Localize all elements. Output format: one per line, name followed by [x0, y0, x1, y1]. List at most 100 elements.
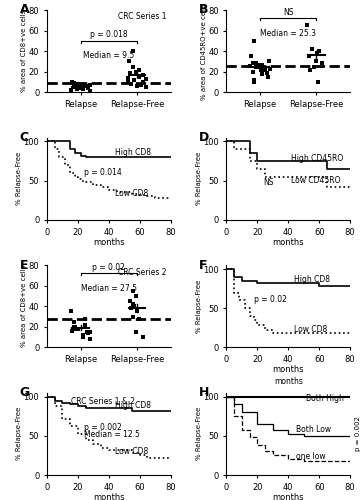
Text: p = 0.02: p = 0.02 [254, 295, 287, 304]
Point [140, 71, 145, 79]
Point [314, 49, 319, 57]
Point [130, 312, 136, 320]
Point [258, 66, 264, 74]
Point [71, 79, 77, 87]
Point [125, 77, 131, 85]
Point [72, 323, 78, 331]
Point [130, 300, 136, 308]
Text: p = 0.002: p = 0.002 [355, 416, 361, 452]
Text: p = 0.014: p = 0.014 [84, 168, 122, 176]
X-axis label: months: months [273, 238, 304, 247]
Point [136, 73, 142, 81]
Y-axis label: % Relapse-Free: % Relapse-Free [196, 280, 202, 333]
Point [74, 82, 79, 90]
Point [80, 331, 86, 339]
Point [87, 328, 93, 336]
Point [87, 335, 93, 343]
Point [134, 82, 140, 90]
Point [78, 84, 84, 92]
X-axis label: months: months [93, 493, 125, 500]
Text: Median = 12.5: Median = 12.5 [84, 430, 140, 439]
Text: Median = 9.5: Median = 9.5 [83, 51, 134, 60]
Text: High CD45RO: High CD45RO [291, 154, 343, 162]
Text: G: G [20, 386, 30, 399]
Text: p = 0.02: p = 0.02 [92, 263, 125, 272]
Point [127, 69, 133, 77]
Point [250, 68, 256, 76]
Text: Low CD8: Low CD8 [115, 448, 148, 456]
Point [138, 81, 144, 89]
Point [131, 302, 137, 310]
Point [256, 60, 262, 68]
Y-axis label: % area of CD8+ve cells: % area of CD8+ve cells [21, 10, 27, 92]
Point [306, 52, 312, 60]
Y-axis label: % Relapse-Free: % Relapse-Free [196, 407, 202, 461]
Text: Both Low: Both Low [296, 425, 332, 434]
Point [133, 70, 139, 78]
Point [136, 72, 142, 80]
Point [140, 78, 146, 86]
Point [71, 323, 77, 331]
Point [261, 64, 267, 72]
Point [85, 329, 91, 337]
Point [69, 327, 75, 335]
Point [252, 37, 257, 45]
Point [135, 308, 140, 316]
Text: Low CD45RO: Low CD45RO [291, 176, 340, 185]
Point [128, 80, 134, 88]
Point [75, 325, 81, 333]
Y-axis label: % area of CD45RO+ve cells: % area of CD45RO+ve cells [201, 3, 207, 100]
Point [319, 60, 325, 68]
Point [87, 88, 93, 96]
Text: NS: NS [264, 178, 274, 188]
Text: CRC Series 1: CRC Series 1 [118, 12, 167, 22]
Point [126, 58, 132, 66]
Point [133, 292, 139, 300]
Point [313, 58, 318, 66]
Y-axis label: % Relapse-Free: % Relapse-Free [16, 407, 22, 461]
Text: one low: one low [296, 452, 325, 462]
Point [267, 64, 273, 72]
Point [262, 66, 268, 74]
Point [309, 45, 315, 53]
Y-axis label: % Relapse-Free: % Relapse-Free [196, 152, 202, 206]
Point [127, 297, 132, 305]
Point [131, 76, 137, 84]
Point [253, 62, 259, 70]
Point [304, 22, 310, 30]
Point [251, 78, 257, 86]
Point [69, 78, 75, 86]
Text: High CD8: High CD8 [295, 276, 330, 284]
Text: NS: NS [283, 8, 293, 16]
Point [133, 68, 139, 76]
Text: Low CD8: Low CD8 [295, 325, 328, 334]
Text: Median = 27.5: Median = 27.5 [81, 284, 137, 292]
Point [264, 69, 270, 77]
X-axis label: months: months [93, 238, 125, 247]
Text: High CD8: High CD8 [115, 400, 151, 409]
X-axis label: months: months [273, 493, 304, 500]
Point [316, 78, 321, 86]
Point [248, 52, 254, 60]
Text: Median = 25.3: Median = 25.3 [260, 28, 316, 38]
Text: C: C [20, 131, 29, 144]
Point [75, 80, 81, 88]
Point [130, 62, 136, 70]
Point [71, 325, 77, 333]
Point [80, 83, 86, 91]
Text: H: H [199, 386, 209, 399]
Point [83, 321, 88, 329]
Text: months: months [274, 377, 303, 386]
Point [71, 80, 77, 88]
Text: High CD8: High CD8 [115, 148, 151, 157]
Text: Both High: Both High [306, 394, 344, 402]
Text: Low CD8: Low CD8 [115, 189, 148, 198]
Point [308, 66, 313, 74]
Point [82, 81, 88, 89]
Point [82, 314, 88, 322]
Text: CRC Series 1 & 2: CRC Series 1 & 2 [71, 397, 135, 406]
Point [255, 62, 261, 70]
Point [251, 76, 257, 84]
Text: p = 0.002: p = 0.002 [84, 422, 122, 432]
Text: p = 0.018: p = 0.018 [90, 30, 128, 40]
